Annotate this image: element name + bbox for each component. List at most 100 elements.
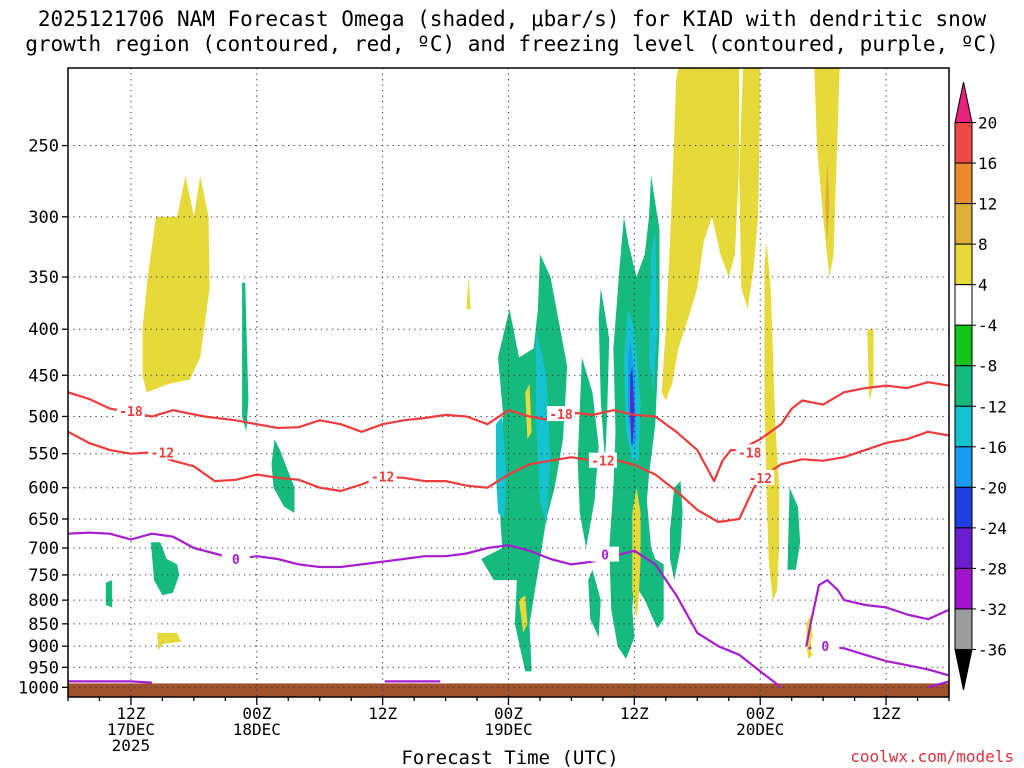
colorbar-label: 20 [978,114,997,133]
x-tick-label: 12Z [116,704,145,723]
colorbar-bin [954,162,973,205]
credit-text: coolwx.com/models [850,747,1014,766]
colorbar-label: 16 [978,154,997,173]
y-tick-label: 500 [28,407,59,427]
contour-line [68,680,152,684]
contour-label-bg [148,444,177,460]
x-tick-label: 2025 [112,736,151,755]
contour-label-bg [811,638,840,654]
temperature-contours: -18 -18 -18 -12 -12 -12 -12 0 0 0 [68,381,949,689]
contour-label: 0 [232,553,240,568]
contour-line [68,531,782,689]
omega-region [466,277,471,310]
y-tick-label: 1000 [18,678,59,698]
x-tick-label: 18DEC [233,720,281,739]
contour-label: -12 [151,446,174,461]
colorbar-label: -4 [978,316,997,335]
omega-region [157,632,182,651]
omega-region [495,416,507,519]
omega-region [670,481,683,581]
y-tick-label: 700 [28,539,59,559]
colorbar-label: -20 [978,478,1007,497]
chart-title-line-2: growth region (contoured, red, ºC) and f… [25,32,999,56]
omega-region [661,68,740,401]
omega-region [598,288,610,461]
colorbar-label: 4 [978,276,988,295]
contour-label-bg [221,550,250,566]
contour-label: -12 [591,455,614,470]
colorbar-top-arrow [954,81,973,124]
contour-label: -12 [371,470,394,485]
omega-region [867,329,874,401]
colorbar-bin [954,122,973,164]
x-tick-label: 00Z [242,704,271,723]
omega-region [632,487,641,620]
omega-region [481,254,568,672]
omega-region [150,542,180,596]
y-tick-label: 600 [28,479,59,499]
omega-region [649,229,658,393]
x-tick-label: 00Z [494,704,523,723]
colorbar-label: -36 [978,640,1007,659]
contour-label: -18 [738,446,762,461]
colorbar-label: -12 [978,397,1007,416]
contour-label: 0 [821,640,829,655]
colorbar-bin [954,284,973,326]
omega-region [105,580,113,608]
colorbar-bin [954,608,973,650]
omega-region [242,282,249,432]
x-tick-label: 00Z [746,704,775,723]
colorbar-bin [954,243,973,286]
x-tick-label: 19DEC [484,720,532,739]
x-tick-label: 12Z [620,704,649,723]
colorbar-bin [954,365,973,407]
omega-region [764,242,780,601]
y-tick-label: 300 [28,208,59,228]
chart-title: 2025121706 NAM Forecast Omega (shaded, μ… [25,7,999,56]
y-tick-label: 250 [28,137,59,157]
colorbar-label: 12 [978,195,997,214]
omega-shading [105,68,874,672]
omega-region [525,383,532,440]
y-tick-label: 550 [28,445,59,465]
y-tick-label: 800 [28,591,59,611]
omega-colorbar: 20 16 12 8 4 -4 -8 -12 -16 -20 -24 -28 -32 -36 [954,81,1007,691]
y-tick-label: 350 [28,268,59,288]
colorbar-label: 8 [978,235,988,254]
y-tick-label: 900 [28,637,59,657]
omega-region [825,160,830,242]
omega-region [577,357,599,548]
omega-region [787,487,801,570]
y-tick-label: 850 [28,615,59,635]
colorbar-bin [954,486,973,529]
contour-label-bg [590,546,619,562]
colorbar-bin [954,446,973,488]
colorbar-bin [954,527,973,569]
gridlines [68,68,949,697]
colorbar-label: -24 [978,519,1007,538]
x-axis-label: Forecast Time (UTC) [401,747,618,768]
contour-line [805,578,949,647]
x-tick-label: 12Z [368,704,397,723]
contour-label-bg [735,444,764,460]
x-tick-label: 12Z [872,704,901,723]
colorbar-label: -32 [978,600,1007,619]
x-tick-label: 17DEC [107,720,155,739]
omega-region [271,439,295,513]
omega-region [142,175,210,393]
contour-label: -18 [119,405,143,420]
contour-line [68,430,949,524]
contour-label-bg [116,402,145,418]
contour-label: 0 [601,549,609,564]
colorbar-bin [954,567,973,610]
omega-region [739,68,761,310]
x-tick-label: 20DEC [736,720,784,739]
contour-label: -12 [748,472,771,487]
contour-label: -18 [549,408,573,423]
colorbar-bin [954,324,973,367]
y-tick-label: 950 [28,658,59,678]
y-tick-label: 400 [28,320,59,340]
contour-label-bg [368,468,397,484]
